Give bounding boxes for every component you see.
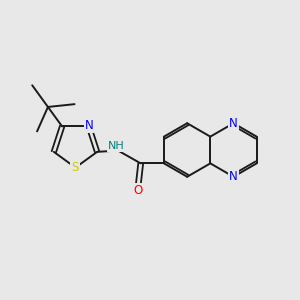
Text: N: N: [85, 119, 93, 132]
Text: O: O: [134, 184, 143, 197]
Text: N: N: [229, 170, 238, 183]
Text: S: S: [71, 161, 79, 174]
Text: NH: NH: [108, 141, 125, 151]
Text: N: N: [229, 117, 238, 130]
